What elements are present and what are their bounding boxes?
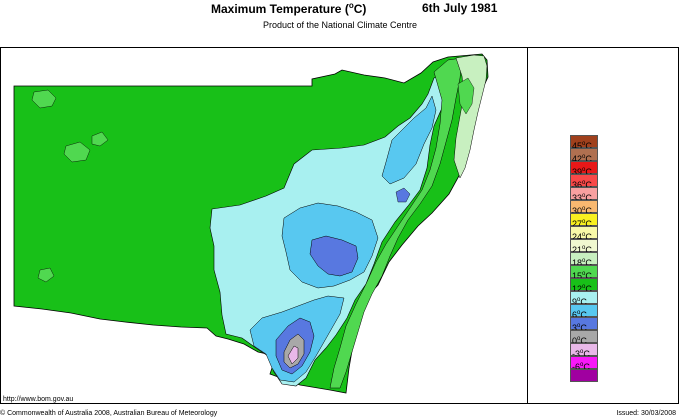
- legend-swatch: [570, 343, 598, 356]
- legend-label: 33oC: [572, 193, 592, 203]
- legend-item: 21oC: [570, 239, 660, 255]
- map-frame: [0, 47, 679, 404]
- map-subtitle: Product of the National Climate Centre: [262, 20, 418, 30]
- footer-url[interactable]: http://www.bom.gov.au: [3, 396, 74, 403]
- legend-swatch: [570, 148, 598, 161]
- legend-swatch: [570, 213, 598, 226]
- legend-swatch: [570, 187, 598, 200]
- region-3c-central: [309, 235, 359, 277]
- legend-item: 12oC: [570, 278, 660, 294]
- legend-item: 45oC: [570, 135, 660, 151]
- legend-item: 33oC: [570, 187, 660, 203]
- legend-label: 12oC: [572, 284, 592, 294]
- legend-label: 0oC: [572, 336, 587, 346]
- region-15c-nw-1: [31, 89, 57, 109]
- legend-swatch: [570, 239, 598, 252]
- legend-label: 27oC: [572, 219, 592, 229]
- legend-label: -6oC: [572, 362, 590, 372]
- region-15c-coast: [329, 57, 463, 389]
- legend-label: 24oC: [572, 232, 592, 242]
- legend-label: 39oC: [572, 167, 592, 177]
- region-15c-nw-3: [91, 131, 109, 147]
- legend-item: 30oC: [570, 200, 660, 216]
- footer-copyright: © Commonwealth of Australia 2008, Austra…: [0, 410, 218, 417]
- region-minus3c: [287, 345, 299, 365]
- legend-item: 39oC: [570, 161, 660, 177]
- legend-item: 27oC: [570, 213, 660, 229]
- legend-label: 21oC: [572, 245, 592, 255]
- legend-swatch: [570, 161, 598, 174]
- legend-item: -3oC: [570, 343, 660, 359]
- legend-label: 6oC: [572, 310, 587, 320]
- legend-swatch: [570, 330, 598, 343]
- legend-item: 0oC: [570, 330, 660, 346]
- legend-label: 9oC: [572, 297, 587, 307]
- legend-swatch: [570, 174, 598, 187]
- legend: 45oC 42oC 39oC 36oC 33oC 30oC 27oC 24oC 21oC 18oC…: [570, 135, 660, 382]
- legend-swatch: [570, 369, 598, 382]
- legend-item: 36oC: [570, 174, 660, 190]
- legend-swatch: [570, 356, 598, 369]
- legend-label: -3oC: [572, 349, 590, 359]
- map-title: Maximum Temperature (oC) 6th July 1981: [0, 1, 680, 17]
- legend-swatch: [570, 226, 598, 239]
- legend-swatch: [570, 317, 598, 330]
- region-15c-nw-4: [37, 267, 55, 283]
- legend-divider: [527, 47, 528, 404]
- legend-label: 15oC: [572, 271, 592, 281]
- footer-issued: Issued: 30/03/2008: [616, 410, 676, 417]
- legend-swatch: [570, 200, 598, 213]
- legend-item: 24oC: [570, 226, 660, 242]
- legend-swatch: [570, 278, 598, 291]
- legend-label: 3oC: [572, 323, 587, 333]
- legend-item: [570, 369, 660, 382]
- legend-item: 9oC: [570, 291, 660, 307]
- legend-swatch: [570, 304, 598, 317]
- legend-swatch: [570, 265, 598, 278]
- legend-swatch: [570, 135, 598, 148]
- legend-label: 42oC: [572, 154, 592, 164]
- region-15c-nw-2: [63, 141, 91, 163]
- legend-label: 30oC: [572, 206, 592, 216]
- legend-label: 18oC: [572, 258, 592, 268]
- region-15c-hinterland: [457, 77, 475, 115]
- legend-item: 18oC: [570, 252, 660, 268]
- legend-item: -6oC: [570, 356, 660, 372]
- title-main: Maximum Temperature (oC): [211, 1, 367, 16]
- legend-item: 3oC: [570, 317, 660, 333]
- legend-item: 6oC: [570, 304, 660, 320]
- region-6c-north: [381, 95, 437, 185]
- legend-item: 15oC: [570, 265, 660, 281]
- region-18c-coast: [453, 54, 488, 179]
- legend-swatch: [570, 291, 598, 304]
- legend-swatch: [570, 252, 598, 265]
- legend-item: 42oC: [570, 148, 660, 164]
- region-3c-north: [395, 187, 411, 203]
- legend-label: 45oC: [572, 141, 592, 151]
- title-date: 6th July 1981: [422, 1, 498, 15]
- legend-label: 36oC: [572, 180, 592, 190]
